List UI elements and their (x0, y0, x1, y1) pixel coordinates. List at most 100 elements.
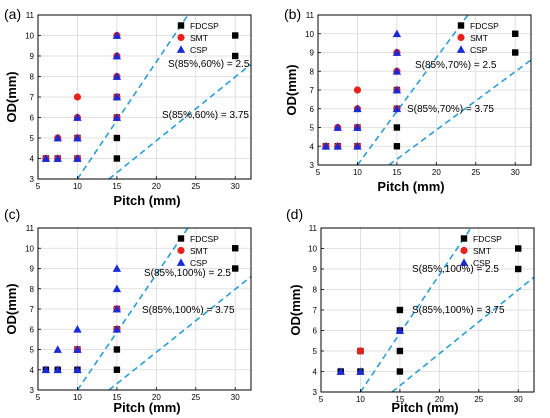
panel-b: 5 10 15 20 25 30 3 4 5 6 7 8 9 10 11 FDCSP SMT CSP S(85%,7… (284, 6, 532, 194)
y-tick-label: 9 (313, 265, 318, 274)
data-point-csp (333, 142, 342, 150)
legend-marker-csp (459, 258, 469, 266)
y-axis-label: OD(mm) (284, 64, 299, 115)
x-tick-label: 5 (36, 182, 41, 191)
data-point-csp (73, 325, 82, 333)
legend-marker-csp (176, 45, 186, 53)
legend-marker-smt (460, 246, 468, 255)
data-point-fdcsp (512, 49, 519, 56)
panel-d: 5 10 15 20 25 3034567891011FDCSPSMTCSPS(85%,1… (286, 206, 535, 415)
guide-line-1 (359, 228, 472, 392)
data-point-csp (353, 104, 362, 113)
legend-marker-smt (457, 33, 465, 42)
data-point-fdcsp (396, 306, 404, 314)
y-axis-label: OD(mm) (288, 284, 303, 335)
data-point-fdcsp (515, 245, 522, 252)
x-tick-label: 5 (319, 395, 324, 404)
x-tick-label: 15 (112, 393, 121, 402)
x-tick-label: 15 (112, 182, 121, 191)
data-point-csp (112, 72, 122, 80)
x-tick-label: 15 (392, 168, 401, 177)
x-tick-label: 5 (316, 168, 321, 177)
x-tick-label: 10 (356, 395, 365, 404)
data-point-csp (392, 29, 402, 38)
data-point-csp (53, 345, 62, 353)
y-tick-label: 5 (313, 347, 318, 356)
data-point-smt (356, 347, 365, 355)
y-tick-label: 10 (308, 245, 317, 254)
guide-line-annotation: S(85%,100%) = 2.5 (144, 268, 231, 279)
legend-marker-fdcsp (457, 22, 465, 29)
data-point-csp (73, 154, 82, 162)
x-axis-label: Pitch (mm) (113, 193, 180, 208)
x-tick-label: 25 (474, 395, 483, 404)
y-tick-label: 6 (30, 114, 35, 123)
data-point-csp (353, 123, 362, 131)
y-axis-label: OD(mm) (4, 283, 19, 334)
y-tick-label: 4 (30, 155, 35, 164)
legend: FDCSP SMT CSP (176, 234, 219, 268)
legend-marker-fdcsp (177, 235, 185, 242)
guide-line-annotation: S(85%,70%) = 3.75 (407, 104, 494, 115)
guide-line-2 (391, 276, 534, 392)
data-point-csp (112, 113, 122, 121)
y-tick-label: 5 (310, 124, 315, 133)
series-csp (321, 29, 402, 150)
x-tick-label: 10 (73, 182, 82, 191)
legend-marker-fdcsp (177, 22, 185, 29)
y-tick-label: 4 (30, 366, 35, 375)
data-point-fdcsp (515, 265, 522, 273)
legend-label: FDCSP (190, 234, 219, 244)
data-point-csp (392, 67, 402, 75)
data-point-fdcsp (113, 366, 121, 373)
legend-label: CSP (190, 258, 208, 268)
panel-label: (c) (4, 206, 20, 222)
y-tick-label: 9 (30, 52, 35, 61)
x-tick-label: 25 (191, 393, 200, 402)
y-tick-label: 8 (310, 67, 315, 76)
legend-label: SMT (190, 246, 208, 256)
guide-lines (359, 228, 534, 392)
y-tick-label: 11 (26, 11, 35, 20)
guide-line-2 (108, 63, 251, 179)
data-point-fdcsp (113, 134, 121, 142)
x-tick-label: 5 (36, 393, 41, 402)
legend-marker-csp (456, 45, 466, 53)
data-point-csp (321, 142, 331, 150)
data-point-csp (353, 142, 362, 150)
data-point-fdcsp (396, 347, 404, 355)
x-tick-label: 25 (191, 182, 200, 191)
data-point-csp (112, 325, 122, 333)
y-tick-label: 5 (30, 134, 35, 143)
data-point-csp (112, 31, 122, 39)
data-point-csp (356, 367, 365, 375)
legend: FDCSP SMT CSP (459, 234, 502, 268)
y-tick-label: 5 (30, 346, 35, 355)
legend-label: CSP (473, 258, 491, 268)
x-tick-label: 30 (511, 168, 520, 177)
guide-lines (76, 15, 251, 179)
guide-line-annotation: S(85%,100%) = 3.75 (412, 305, 505, 316)
guide-lines (76, 228, 251, 390)
y-tick-label: 6 (30, 325, 35, 334)
x-tick-label: 20 (435, 395, 444, 404)
y-tick-label: 8 (30, 73, 35, 82)
guide-line-1 (356, 15, 469, 165)
y-tick-label: 3 (313, 388, 318, 397)
y-tick-label: 10 (25, 32, 34, 41)
data-point-csp (392, 85, 402, 94)
x-tick-label: 30 (231, 393, 240, 402)
guide-line-2 (108, 275, 251, 390)
x-tick-label: 10 (73, 393, 82, 402)
data-point-csp (112, 304, 122, 313)
y-tick-label: 10 (25, 244, 34, 253)
y-tick-label: 3 (30, 175, 35, 184)
y-tick-label: 3 (30, 386, 35, 395)
data-point-csp (73, 365, 82, 374)
data-point-csp (112, 264, 122, 272)
data-point-csp (112, 51, 122, 60)
y-tick-label: 10 (305, 30, 314, 39)
x-tick-label: 20 (152, 393, 161, 402)
guide-line-annotation: S(85%,60%) = 3.75 (162, 110, 249, 121)
